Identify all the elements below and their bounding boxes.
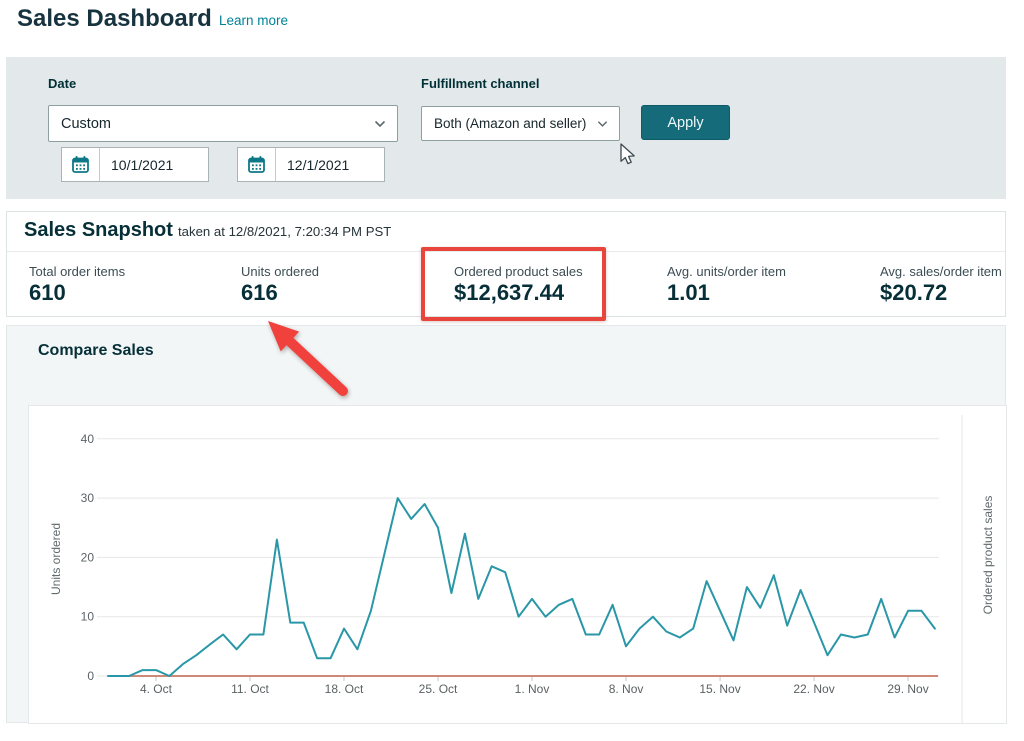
compare-sales-title: Compare Sales bbox=[38, 342, 154, 359]
date-range-value: Custom bbox=[61, 115, 111, 132]
learn-more-link[interactable]: Learn more bbox=[219, 13, 289, 28]
y-tick-label: 30 bbox=[81, 491, 95, 505]
x-tick-label: 29. Nov bbox=[887, 682, 928, 696]
metric-label: Total order items bbox=[29, 264, 126, 279]
snapshot-timestamp: taken at 12/8/2021, 7:20:34 PM PST bbox=[178, 224, 392, 239]
fulfillment-channel-select[interactable]: Both (Amazon and seller) bbox=[421, 106, 620, 141]
x-tick-label: 1. Nov bbox=[515, 682, 550, 696]
metric-value: $12,637.44 bbox=[454, 280, 565, 305]
y-tick-label: 0 bbox=[87, 669, 94, 683]
y-tick-label: 10 bbox=[81, 610, 95, 624]
y-axis-title: Units ordered bbox=[49, 523, 63, 595]
fulfillment-channel-value: Both (Amazon and seller) bbox=[434, 116, 587, 131]
divider bbox=[7, 251, 1005, 252]
start-date-input[interactable]: 10/1/2021 bbox=[61, 147, 209, 182]
date-range-select[interactable]: Custom bbox=[48, 105, 398, 142]
end-date-input[interactable]: 12/1/2021 bbox=[237, 147, 385, 182]
right-y-axis-title: Ordered product sales bbox=[981, 496, 995, 615]
x-tick-label: 15. Nov bbox=[699, 682, 740, 696]
x-tick-label: 22. Nov bbox=[793, 682, 834, 696]
calendar-icon[interactable] bbox=[62, 148, 100, 181]
units-ordered-series-line bbox=[107, 497, 936, 677]
metric-value: 610 bbox=[29, 280, 66, 305]
y-tick-label: 20 bbox=[81, 550, 95, 564]
filter-panel: Date Custom 10/1/2021 bbox=[6, 57, 1006, 199]
metric-value: $20.72 bbox=[880, 280, 948, 305]
end-date-value[interactable]: 12/1/2021 bbox=[287, 156, 350, 173]
mouse-cursor-icon bbox=[620, 143, 635, 165]
start-date-value[interactable]: 10/1/2021 bbox=[111, 156, 174, 173]
calendar-icon[interactable] bbox=[238, 148, 276, 181]
chevron-down-icon bbox=[374, 120, 386, 127]
metric-value: 1.01 bbox=[667, 280, 710, 305]
page-title: Sales Dashboard bbox=[17, 5, 212, 32]
metric-label: Avg. sales/order item bbox=[880, 264, 1002, 279]
metric-label: Ordered product sales bbox=[454, 264, 583, 279]
metric-value: 616 bbox=[241, 280, 278, 305]
x-tick-label: 18. Oct bbox=[325, 682, 364, 696]
compare-sales-panel: Compare Sales 0 10 20 30 40 4. Oct 11. Oct 18. … bbox=[6, 325, 1007, 724]
y-tick-label: 40 bbox=[81, 432, 95, 446]
highlight-annotation-box bbox=[421, 247, 606, 321]
x-tick-label: 8. Nov bbox=[609, 682, 644, 696]
compare-sales-chart[interactable]: 0 10 20 30 40 4. Oct 11. Oct 18. Oct 25. Oct 1. N… bbox=[28, 405, 1007, 724]
fulfillment-channel-label: Fulfillment channel bbox=[421, 76, 540, 91]
x-tick-label: 25. Oct bbox=[419, 682, 458, 696]
metric-label: Units ordered bbox=[241, 264, 320, 279]
apply-button[interactable]: Apply bbox=[641, 105, 730, 140]
x-tick-label: 11. Oct bbox=[231, 682, 269, 696]
snapshot-title: Sales Snapshot bbox=[24, 219, 173, 241]
x-tick-label: 4. Oct bbox=[140, 682, 173, 696]
sales-snapshot-panel: Sales Snapshot taken at 12/8/2021, 7:20:… bbox=[6, 211, 1006, 317]
date-filter-label: Date bbox=[48, 76, 77, 91]
metric-label: Avg. units/order item bbox=[667, 264, 786, 279]
arrow-annotation-icon bbox=[268, 321, 348, 396]
chevron-down-icon bbox=[597, 120, 608, 127]
